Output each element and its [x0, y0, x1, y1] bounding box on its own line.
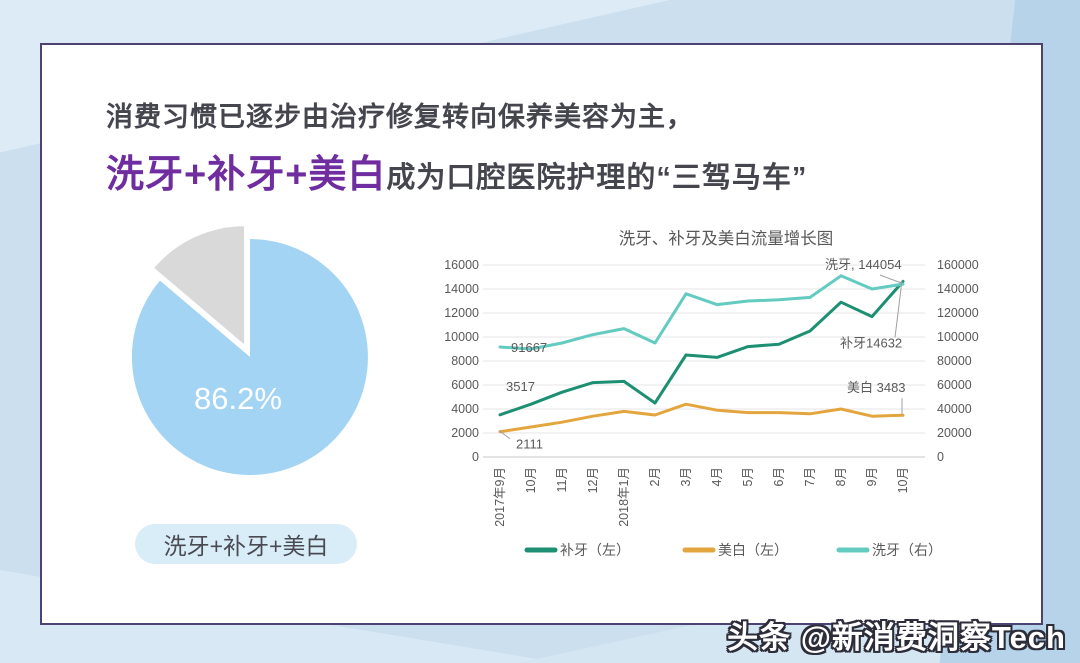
annotation-label: 美白 3483: [847, 380, 906, 395]
title-line2: 洗牙+补牙+美白成为口腔医院护理的“三驾马车”: [106, 143, 1006, 198]
series-line-0: [498, 279, 905, 417]
right-axis-tick: 140000: [937, 282, 979, 296]
line-chart: 0 0 2000 20000 4000 40000 6000 60000 8000 80000 10…: [444, 229, 979, 558]
series-line-1: [498, 402, 905, 434]
x-axis-label: 5月: [741, 467, 755, 486]
annotation-label: 3517: [506, 379, 535, 394]
right-axis-tick: 60000: [937, 378, 972, 392]
title-block: 消费习惯已逐步由治疗修复转向保养美容为主， 洗牙+补牙+美白成为口腔医院护理的“…: [106, 95, 1006, 198]
x-axis-label: 11月: [555, 467, 569, 492]
title-rest: 成为口腔医院护理的“三驾马车”: [386, 162, 808, 194]
left-axis-tick: 6000: [451, 378, 479, 392]
x-axis-label: 3月: [679, 467, 693, 486]
left-axis-tick: 10000: [444, 330, 479, 344]
annotation-leader: [498, 430, 511, 440]
x-axis-label: 6月: [772, 467, 786, 486]
x-axis-label: 8月: [834, 467, 848, 486]
x-axis-label: 4月: [710, 467, 724, 486]
legend-label-0: 补牙（左）: [560, 542, 630, 558]
right-axis-tick: 40000: [937, 402, 972, 416]
watermark-text: 头条 @新消费洞察Tech: [727, 620, 1066, 655]
left-axis-tick: 0: [472, 450, 479, 464]
pie-slice-1: [154, 226, 245, 345]
left-axis-tick: 14000: [444, 282, 479, 296]
x-axis-label: 12月: [586, 467, 600, 493]
title-line1: 消费习惯已逐步由治疗修复转向保养美容为主，: [106, 102, 694, 132]
chart-title: 洗牙、补牙及美白流量增长图: [619, 229, 834, 248]
pie-caption-badge: 洗牙+补牙+美白: [135, 524, 357, 564]
pie-slice-0: [131, 239, 368, 475]
annotation-label: 91667: [511, 340, 547, 355]
left-axis-tick: 8000: [451, 354, 479, 368]
legend-label-1: 美白（左）: [718, 542, 788, 558]
series-line-2: [498, 274, 905, 351]
left-axis-tick: 4000: [451, 402, 479, 416]
annotation-leader: [894, 280, 903, 338]
right-axis-tick: 120000: [937, 306, 979, 320]
content-card: 消费习惯已逐步由治疗修复转向保养美容为主， 洗牙+补牙+美白成为口腔医院护理的“…: [40, 43, 1043, 625]
left-axis-tick: 12000: [444, 306, 479, 320]
right-axis-tick: 160000: [937, 258, 979, 272]
title-highlight: 洗牙+补牙+美白: [106, 154, 387, 196]
x-axis-label: 10月: [896, 467, 910, 493]
right-axis-tick: 100000: [937, 330, 979, 344]
annotation-label: 洗牙, 144054: [825, 257, 902, 272]
annotation-label: 2111: [516, 437, 543, 452]
left-axis-tick: 16000: [444, 258, 479, 272]
left-axis-tick: 2000: [451, 426, 479, 440]
right-axis-tick: 0: [937, 450, 944, 464]
x-axis-label: 9月: [865, 467, 879, 486]
annotation-label: 补牙14632: [840, 335, 902, 350]
x-axis-label: 10月: [524, 467, 538, 493]
legend-label-2: 洗牙（右）: [872, 542, 942, 558]
line-chart-container: 0 0 2000 20000 4000 40000 6000 60000 8000 80000 10…: [437, 220, 997, 565]
right-axis-tick: 20000: [937, 426, 972, 440]
right-axis-tick: 80000: [937, 354, 972, 368]
x-axis-label: 2月: [648, 467, 662, 486]
pie-chart-container: 86.2%: [117, 224, 387, 494]
pie-percentage-label: 86.2%: [194, 381, 282, 416]
pie-chart: 86.2%: [131, 226, 368, 475]
x-axis-label: 2017年9月: [493, 467, 507, 527]
x-axis-label: 7月: [803, 467, 817, 486]
annotation-leader: [879, 274, 903, 284]
x-axis-label: 2018年1月: [617, 467, 631, 527]
